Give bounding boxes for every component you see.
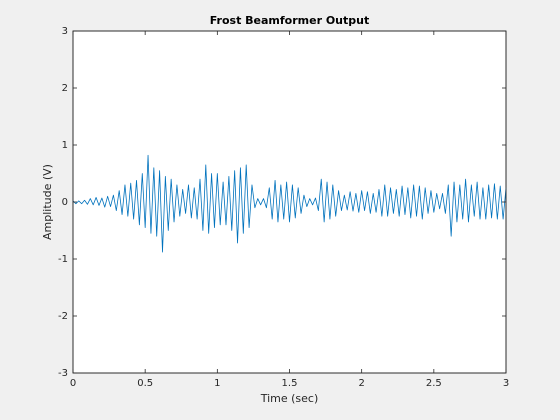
y-tick-label: -1 — [58, 254, 68, 265]
x-tick-label: 3 — [503, 378, 509, 389]
chart-title: Frost Beamformer Output — [210, 14, 370, 27]
y-tick-label: -3 — [58, 368, 68, 379]
signal-line — [72, 154, 507, 253]
y-axis-label: Amplitude (V) — [41, 164, 54, 240]
x-axis-label: Time (sec) — [260, 392, 319, 405]
y-tick-label: 2 — [62, 83, 68, 94]
plot-area — [72, 30, 507, 374]
x-tick-label: 0.5 — [137, 378, 153, 389]
x-tick-label: 2.5 — [426, 378, 442, 389]
y-tick-label: 3 — [62, 26, 68, 37]
x-tick-label: 1 — [214, 378, 220, 389]
x-tick-label: 1.5 — [282, 378, 298, 389]
x-tick-label: 0 — [70, 378, 76, 389]
y-tick-label: -2 — [58, 311, 68, 322]
y-tick-label: 1 — [62, 140, 68, 151]
x-tick-label: 2 — [358, 378, 364, 389]
plot-border — [72, 30, 507, 374]
y-tick-label: 0 — [62, 197, 68, 208]
